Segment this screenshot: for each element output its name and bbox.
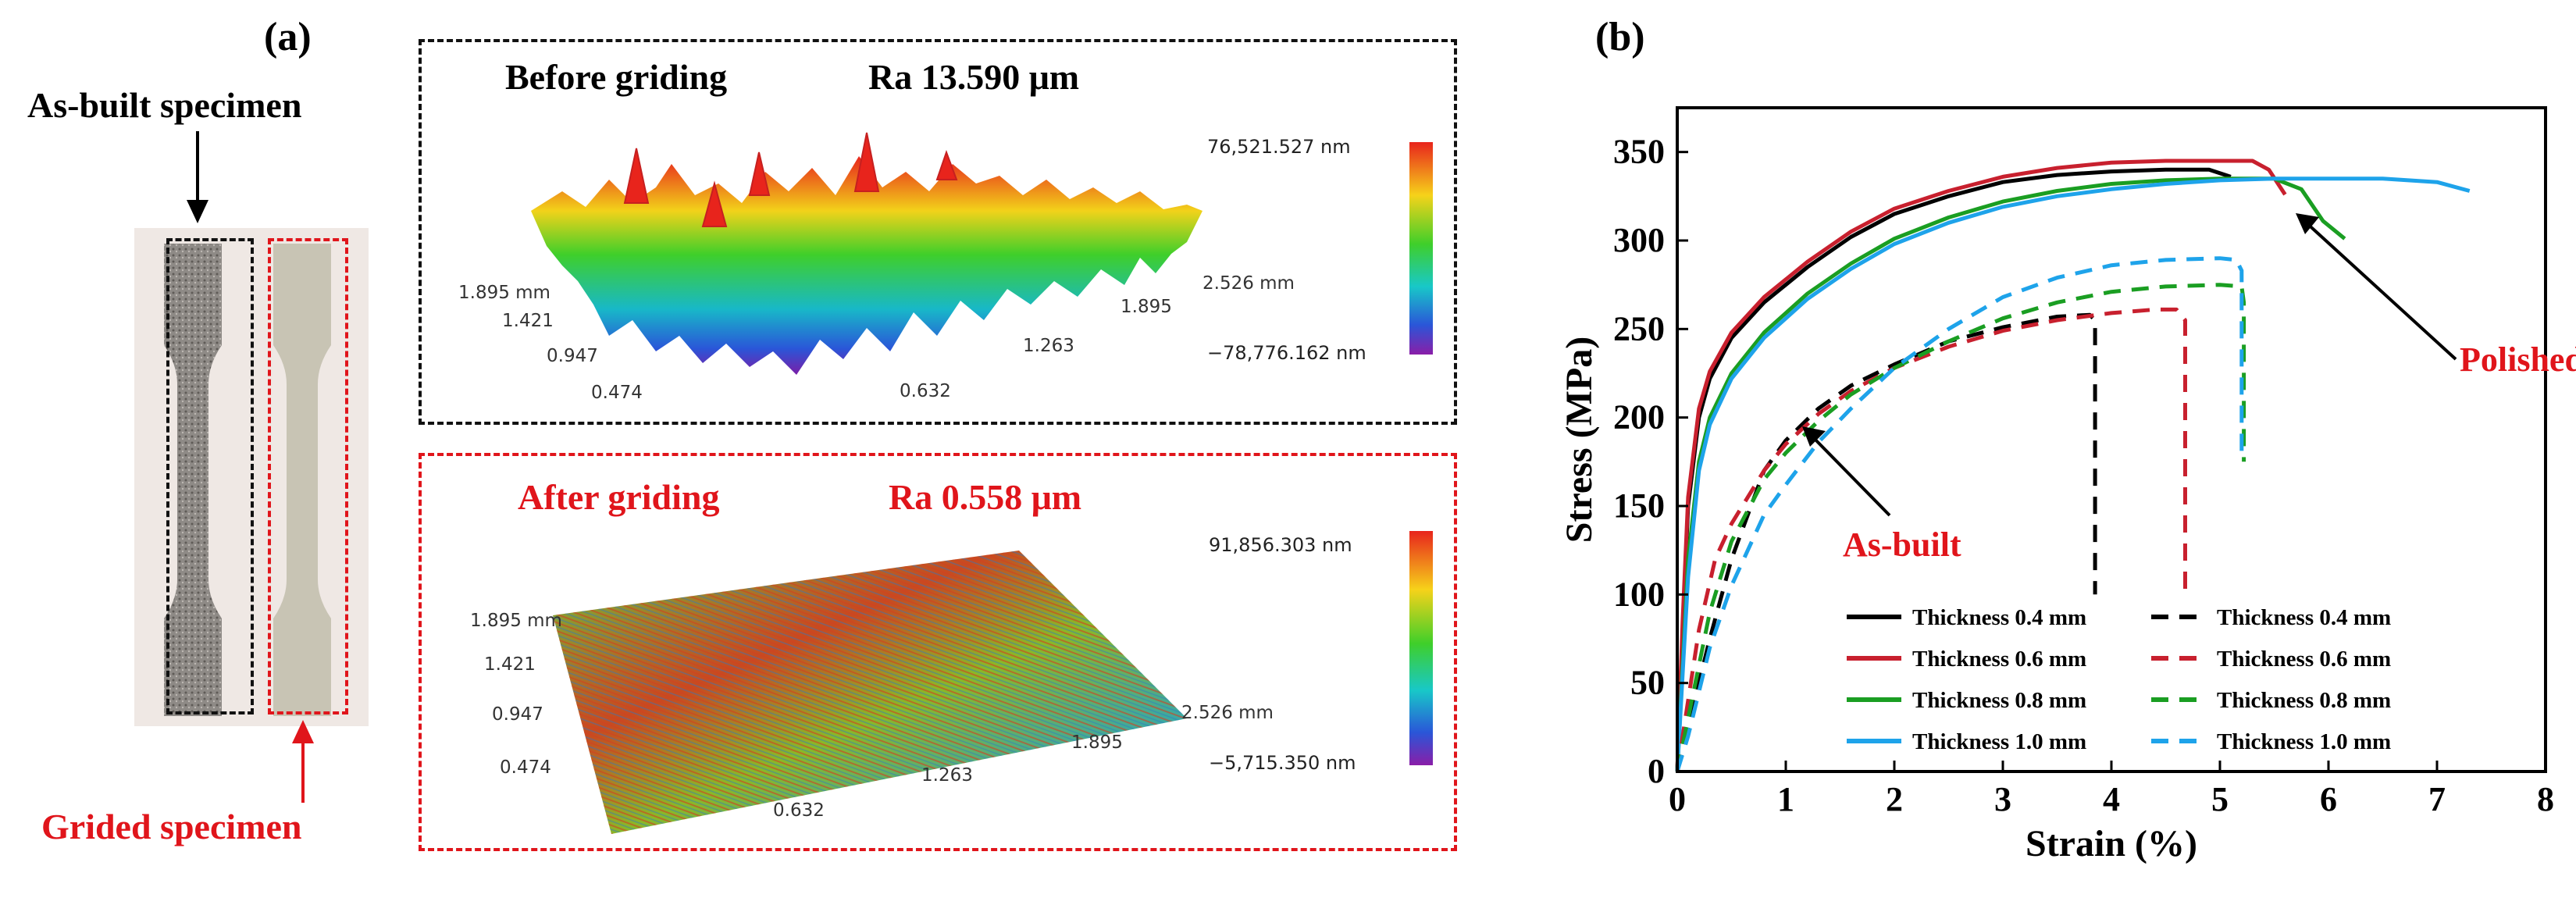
after-axis-left-2: 0.947 bbox=[492, 704, 543, 725]
specimen-photo-graphic bbox=[164, 244, 331, 716]
series-line-polished-3 bbox=[1675, 176, 2471, 772]
before-color-scale bbox=[1409, 142, 1433, 355]
before-axis-bottom-3: 2.526 mm bbox=[1202, 273, 1295, 294]
before-griding-panel bbox=[419, 39, 1457, 425]
before-griding-title: Before griding bbox=[505, 57, 728, 97]
legend-entry-label: Thickness 0.6 mm bbox=[1912, 647, 2086, 672]
polished-arrow-line bbox=[2302, 219, 2457, 361]
after-griding-panel bbox=[419, 453, 1457, 851]
before-axis-bottom-0: 0.632 bbox=[900, 381, 951, 401]
ground-surface-3d-plot bbox=[553, 551, 1187, 834]
after-ra-value: Ra 0.558 μm bbox=[889, 477, 1082, 517]
panel-b-label: (b) bbox=[1595, 15, 1645, 59]
before-axis-left-0: 1.895 mm bbox=[458, 283, 550, 303]
legend-entry-label: Thickness 1.0 mm bbox=[1912, 729, 2086, 754]
legend-entry-label: Thickness 0.8 mm bbox=[1912, 688, 2086, 713]
series-line-asbuilt-7 bbox=[1675, 256, 2244, 772]
x-tick-label: 4 bbox=[2103, 780, 2120, 818]
up-arrow-icon bbox=[292, 720, 314, 803]
after-axis-left-0: 1.895 mm bbox=[470, 611, 562, 631]
x-tick-label: 7 bbox=[2428, 780, 2446, 818]
y-tick-label: 200 bbox=[1613, 398, 1665, 437]
series-line-polished-0 bbox=[1675, 167, 2232, 772]
down-arrow-icon bbox=[187, 131, 208, 223]
x-tick-label: 5 bbox=[2211, 780, 2229, 818]
before-axis-bottom-2: 1.895 bbox=[1121, 297, 1172, 317]
y-axis-label: Stress (MPa) bbox=[1559, 337, 1600, 543]
y-tick-label: 100 bbox=[1613, 575, 1665, 613]
y-tick-label: 300 bbox=[1613, 221, 1665, 259]
before-scale-max: 76,521.527 nm bbox=[1207, 136, 1351, 158]
after-axis-left-3: 0.474 bbox=[500, 757, 551, 778]
polished-arrow-head bbox=[2296, 213, 2319, 234]
after-axis-bottom-3: 2.526 mm bbox=[1181, 703, 1274, 723]
before-scale-min: −78,776.162 nm bbox=[1207, 342, 1366, 364]
series-line-asbuilt-4 bbox=[1675, 312, 2097, 772]
before-axis-left-2: 0.947 bbox=[547, 346, 598, 366]
y-tick-label: 350 bbox=[1613, 133, 1665, 171]
y-tick-label: 250 bbox=[1613, 309, 1665, 347]
legend-entry-label: Thickness 0.4 mm bbox=[2217, 605, 2391, 630]
after-scale-max: 91,856.303 nm bbox=[1209, 534, 1352, 556]
as-built-arrow-head bbox=[1802, 426, 1826, 447]
series-line-polished-1 bbox=[1675, 159, 2287, 772]
after-scale-min: −5,715.350 nm bbox=[1209, 752, 1356, 774]
series-line-asbuilt-6 bbox=[1675, 283, 2246, 772]
after-axis-left-1: 1.421 bbox=[484, 654, 536, 675]
y-tick-label: 150 bbox=[1613, 486, 1665, 525]
legend-entry-label: Thickness 1.0 mm bbox=[2217, 729, 2391, 754]
rough-surface-3d-plot bbox=[531, 132, 1202, 375]
x-axis-label: Strain (%) bbox=[2026, 823, 2197, 864]
before-axis-left-1: 1.421 bbox=[502, 311, 554, 331]
stress-strain-chart: 0 1 2 3 4 5 6 7 8 0 50 100 150 200 250 300 350 Strain (%)… bbox=[1559, 106, 2576, 864]
y-tick-label: 50 bbox=[1630, 664, 1665, 702]
legend-entry-label: Thickness 0.8 mm bbox=[2217, 688, 2391, 713]
legend-entry-label: Thickness 0.6 mm bbox=[2217, 647, 2391, 672]
legend-entry-label: Thickness 0.4 mm bbox=[1912, 605, 2086, 630]
x-tick-label: 0 bbox=[1669, 780, 1686, 818]
before-ra-value: Ra 13.590 μm bbox=[868, 57, 1080, 97]
y-tick-label: 0 bbox=[1648, 752, 1665, 790]
panel-a-label: (a) bbox=[264, 15, 312, 59]
x-tick-label: 8 bbox=[2537, 780, 2554, 818]
after-color-scale bbox=[1409, 531, 1433, 765]
x-tick-label: 6 bbox=[2320, 780, 2337, 818]
x-tick-label: 1 bbox=[1777, 780, 1794, 818]
after-axis-bottom-2: 1.895 bbox=[1071, 732, 1123, 753]
grided-specimen-label: Grided specimen bbox=[41, 807, 302, 846]
x-tick-label: 2 bbox=[1886, 780, 1903, 818]
series-line-polished-2 bbox=[1675, 176, 2346, 772]
after-griding-title: After griding bbox=[518, 477, 720, 517]
x-tick-label: 3 bbox=[1994, 780, 2011, 818]
as-built-arrow-line bbox=[1808, 432, 1891, 517]
after-axis-bottom-0: 0.632 bbox=[773, 800, 825, 821]
as-built-specimen-label: As-built specimen bbox=[27, 85, 302, 125]
as-built-annotation: As-built bbox=[1843, 526, 1961, 564]
before-axis-bottom-1: 1.263 bbox=[1023, 336, 1074, 356]
before-axis-left-3: 0.474 bbox=[591, 383, 643, 403]
grided-specimen-box bbox=[268, 238, 348, 714]
polished-annotation: Polished bbox=[2460, 340, 2576, 379]
after-axis-bottom-1: 1.263 bbox=[921, 765, 973, 786]
as-built-specimen-box bbox=[166, 238, 254, 714]
